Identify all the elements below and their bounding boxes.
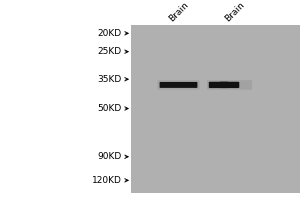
FancyBboxPatch shape bbox=[207, 80, 252, 90]
FancyBboxPatch shape bbox=[219, 82, 239, 88]
Text: 25KD: 25KD bbox=[98, 47, 122, 56]
Text: 50KD: 50KD bbox=[97, 104, 122, 113]
Text: Brain: Brain bbox=[223, 0, 246, 23]
Text: 35KD: 35KD bbox=[97, 75, 122, 84]
Text: 120KD: 120KD bbox=[92, 176, 122, 185]
Text: 20KD: 20KD bbox=[98, 29, 122, 38]
FancyBboxPatch shape bbox=[158, 80, 200, 90]
Text: Brain: Brain bbox=[168, 0, 191, 23]
Bar bbox=[130, 25, 300, 193]
Text: 90KD: 90KD bbox=[97, 152, 122, 161]
FancyBboxPatch shape bbox=[160, 82, 197, 88]
FancyBboxPatch shape bbox=[209, 82, 229, 88]
